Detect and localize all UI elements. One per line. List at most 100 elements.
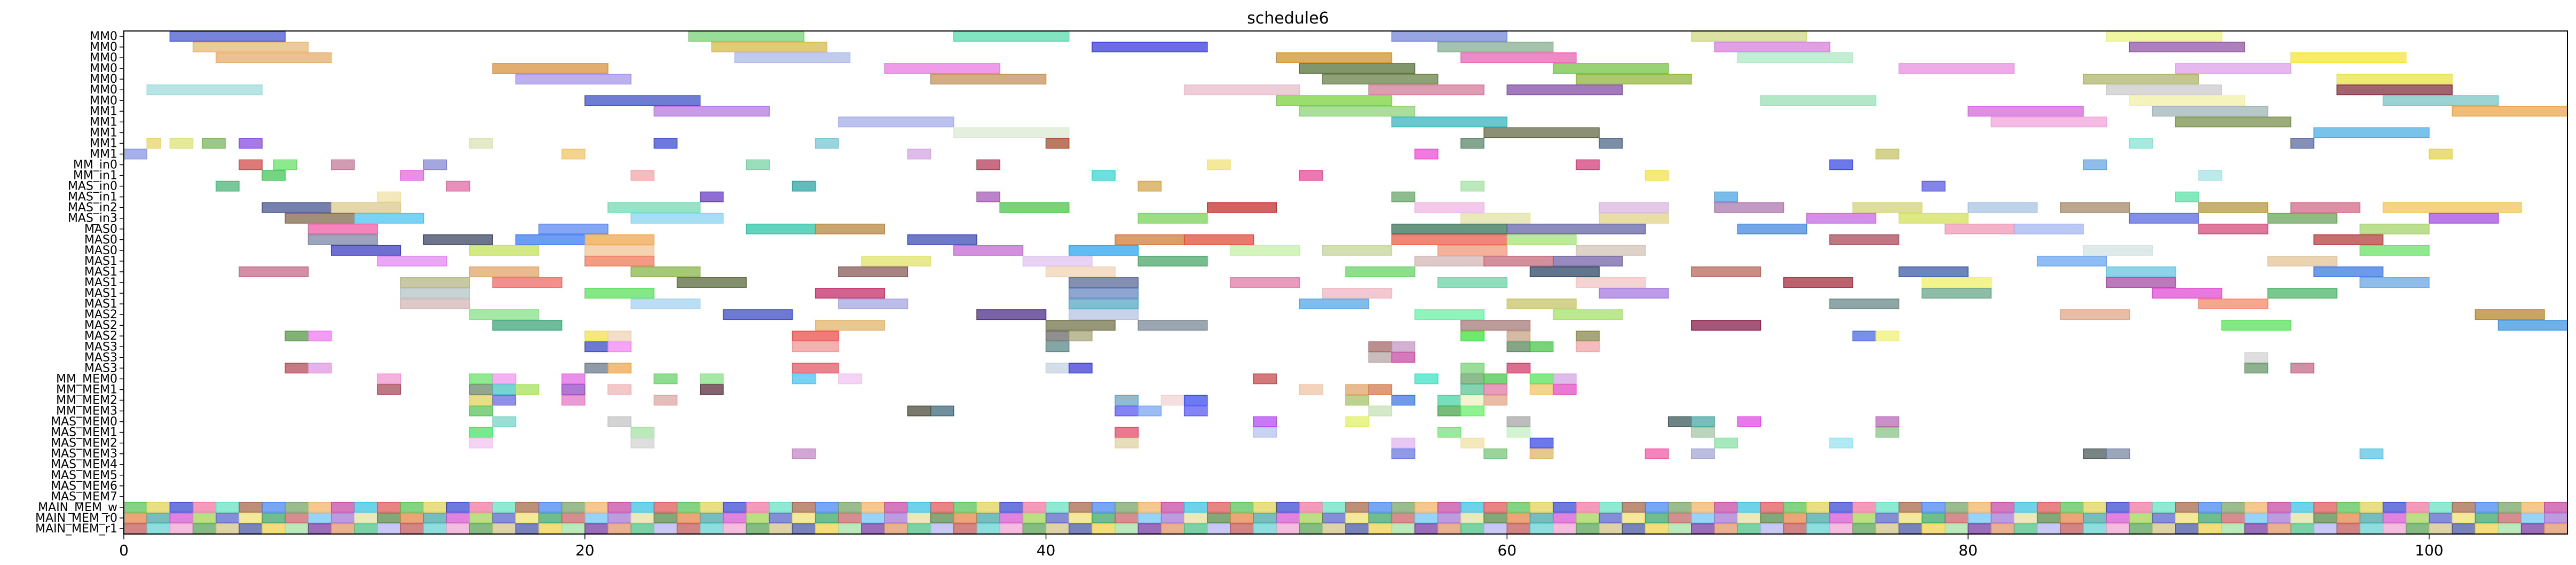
band-bar bbox=[1253, 523, 1277, 534]
task-bar bbox=[1299, 63, 1416, 74]
task-bar bbox=[1345, 266, 1416, 277]
y-tick-label: MM_MEM0 bbox=[56, 372, 117, 386]
band-bar bbox=[1092, 512, 1116, 523]
task-bar bbox=[1345, 384, 1369, 395]
y-tick-label: MAS_MEM2 bbox=[51, 437, 117, 450]
band-bar bbox=[538, 523, 563, 534]
y-tick-label: MAS_MEM7 bbox=[51, 490, 117, 504]
band-bar bbox=[538, 512, 563, 523]
band-bar bbox=[1829, 523, 1853, 534]
band-bar bbox=[1045, 523, 1070, 534]
band-bar bbox=[1898, 523, 1923, 534]
band-bar bbox=[676, 501, 701, 513]
task-bar bbox=[354, 213, 424, 224]
task-bar bbox=[953, 245, 1024, 256]
task-bar bbox=[861, 255, 931, 266]
task-bar bbox=[400, 288, 470, 299]
band-bar bbox=[285, 501, 309, 513]
task-bar bbox=[469, 309, 540, 320]
band-bar bbox=[884, 501, 908, 513]
band-bar bbox=[2198, 523, 2222, 534]
band-bar bbox=[676, 523, 701, 534]
band-bar bbox=[1622, 523, 1646, 534]
band-bar bbox=[907, 512, 931, 523]
task-bar bbox=[330, 159, 355, 170]
task-bar bbox=[688, 31, 804, 42]
task-bar bbox=[1022, 255, 1093, 266]
band-bar bbox=[561, 501, 586, 513]
band-bar bbox=[1506, 523, 1531, 534]
band-bar bbox=[1414, 523, 1439, 534]
task-bar bbox=[2198, 170, 2222, 181]
band-bar bbox=[930, 501, 954, 513]
band-bar bbox=[1945, 501, 1969, 513]
task-bar bbox=[285, 363, 309, 374]
task-bar bbox=[1253, 427, 1277, 438]
task-bar bbox=[1898, 63, 2015, 74]
band-bar bbox=[2013, 523, 2038, 534]
task-bar bbox=[377, 191, 401, 202]
band-bar bbox=[1391, 523, 1416, 534]
band-bar bbox=[1829, 501, 1853, 513]
task-bar bbox=[1115, 405, 1139, 417]
task-bar bbox=[2175, 116, 2291, 128]
band-bar bbox=[169, 523, 194, 534]
task-bar bbox=[1506, 416, 1531, 427]
task-bar bbox=[1529, 384, 1554, 395]
band-bar bbox=[746, 523, 770, 534]
band-bar bbox=[492, 523, 516, 534]
task-bar bbox=[1391, 31, 1508, 42]
task-bar bbox=[1552, 255, 1623, 266]
task-bar bbox=[1045, 138, 1070, 149]
band-bar bbox=[1207, 501, 1231, 513]
task-bar bbox=[1299, 106, 1416, 117]
band-bar bbox=[1437, 501, 1461, 513]
band-bar bbox=[907, 501, 931, 513]
band-bar bbox=[2267, 501, 2291, 513]
task-bar bbox=[1668, 416, 1692, 427]
band-bar bbox=[2013, 512, 2038, 523]
task-bar bbox=[653, 395, 678, 406]
band-bar bbox=[861, 523, 885, 534]
band-bar bbox=[2083, 523, 2107, 534]
task-bar bbox=[1299, 170, 1323, 181]
task-bar bbox=[1691, 448, 1715, 459]
band-bar bbox=[2221, 512, 2246, 523]
y-tick-label: MAS3 bbox=[84, 340, 117, 354]
band-bar bbox=[861, 501, 885, 513]
task-bar bbox=[1045, 320, 1116, 331]
band-bar bbox=[538, 501, 563, 513]
task-bar bbox=[561, 373, 586, 384]
task-bar bbox=[734, 52, 851, 64]
band-bar bbox=[792, 501, 816, 513]
band-bar bbox=[1552, 523, 1577, 534]
band-bar bbox=[1783, 501, 1807, 513]
band-bar bbox=[1852, 501, 1877, 513]
band-bar bbox=[192, 523, 217, 534]
y-tick-label: MAS_MEM5 bbox=[51, 469, 117, 482]
task-bar bbox=[262, 202, 332, 213]
band-bar bbox=[400, 512, 424, 523]
task-bar bbox=[1460, 395, 1484, 406]
task-bar bbox=[2198, 223, 2269, 234]
task-bar bbox=[1092, 42, 1208, 53]
task-bar bbox=[630, 266, 701, 277]
task-bar bbox=[1714, 202, 1784, 213]
task-bar bbox=[2129, 138, 2153, 149]
task-bar bbox=[469, 437, 493, 449]
band-bar bbox=[2544, 523, 2568, 534]
band-bar bbox=[2129, 501, 2153, 513]
task-bar bbox=[2106, 31, 2222, 42]
band-bar bbox=[2152, 512, 2176, 523]
task-bar bbox=[1460, 437, 1484, 449]
band-bar bbox=[2452, 512, 2476, 523]
task-bar bbox=[792, 373, 816, 384]
band-bar bbox=[792, 512, 816, 523]
task-bar bbox=[1276, 52, 1393, 64]
band-bar bbox=[584, 501, 609, 513]
task-bar bbox=[377, 255, 447, 266]
task-bar bbox=[400, 299, 470, 310]
band-bar bbox=[884, 523, 908, 534]
y-tick-label: MM0 bbox=[90, 51, 117, 65]
